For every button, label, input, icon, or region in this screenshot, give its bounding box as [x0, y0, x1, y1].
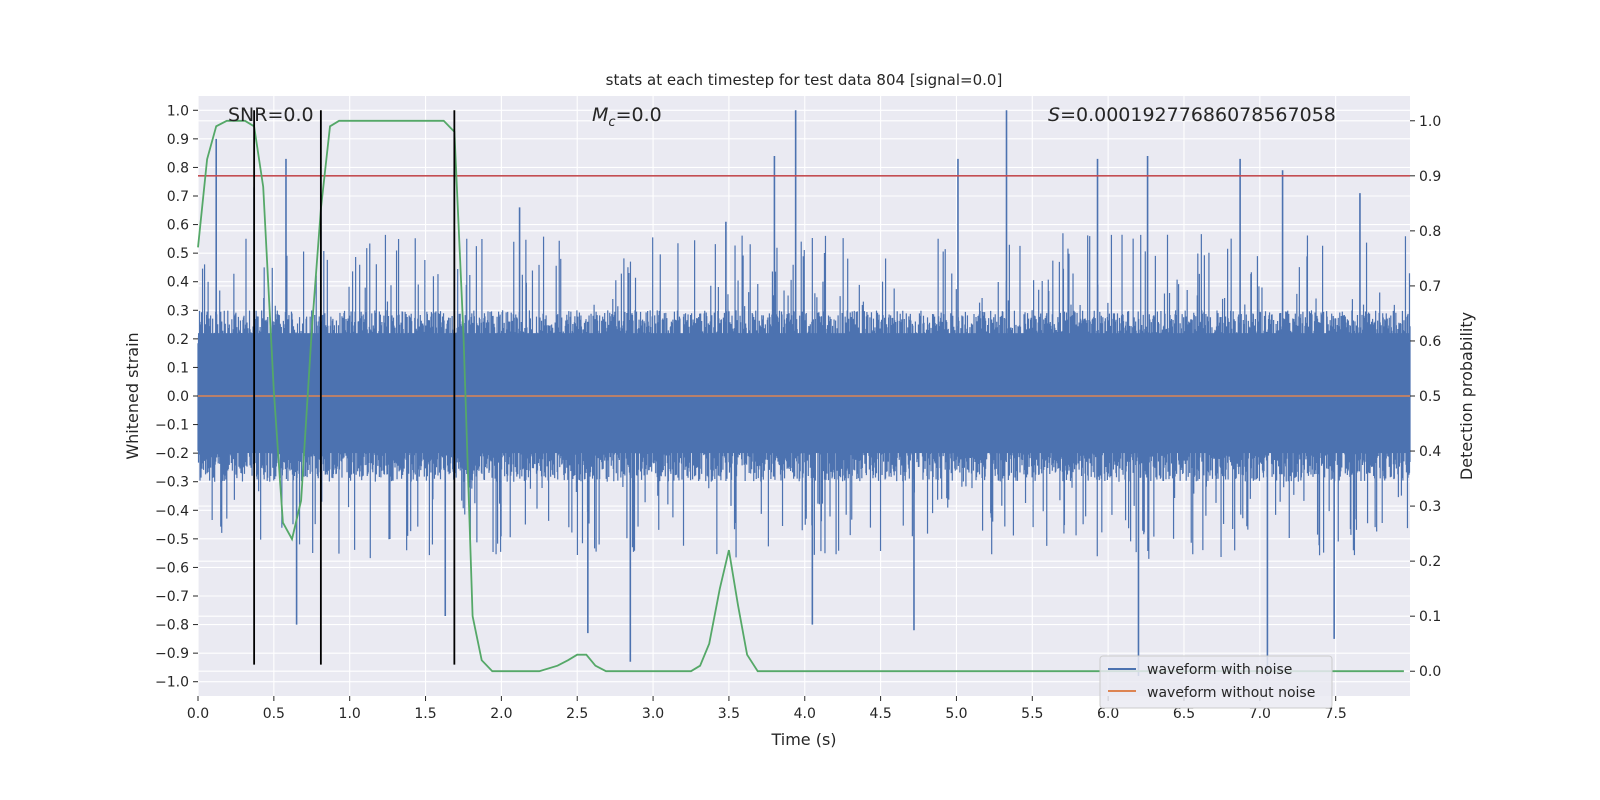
y-left-tick-label: 0.7: [167, 189, 189, 205]
x-axis-ticks: 0.0 0.5 1.0 1.5 2.0 2.5 3.0 3.5 4.0 4.5 5.0 5.5 6.0 6…: [187, 696, 1347, 722]
s-annotation: S=0.00019277686078567058: [1048, 104, 1336, 126]
x-tick-label: 6.5: [1173, 706, 1195, 722]
y-left-tick-label: −0.4: [155, 503, 189, 519]
x-tick-label: 0.0: [187, 706, 209, 722]
x-tick-label: 4.5: [869, 706, 891, 722]
x-tick-label: 1.5: [414, 706, 436, 722]
x-tick-label: 4.0: [794, 706, 816, 722]
y-left-tick-label: −0.1: [155, 418, 189, 434]
x-tick-label: 7.5: [1325, 706, 1347, 722]
x-axis-label: Time (s): [770, 730, 836, 749]
x-tick-label: 2.5: [566, 706, 588, 722]
snr-annotation: SNR=0.0: [228, 104, 314, 126]
x-tick-label: 5.5: [1021, 706, 1043, 722]
y-left-tick-label: −0.7: [155, 589, 189, 605]
s-symbol: S: [1048, 104, 1060, 126]
y-right-tick-label: 0.4: [1419, 444, 1441, 460]
y-right-tick-label: 1.0: [1419, 114, 1441, 130]
chirp-mass-symbol: M: [592, 104, 608, 126]
right-axis-ticks: 1.0 0.9 0.8 0.7 0.6 0.5 0.4 0.3 0.2 0.1 0.0: [1410, 114, 1441, 680]
y-left-tick-label: −0.6: [155, 560, 189, 576]
legend-box: [1099, 655, 1333, 709]
y-left-tick-label: 0.1: [167, 360, 189, 376]
lines: [197, 110, 1410, 673]
chirp-mass-value: =0.0: [616, 104, 662, 126]
chirp-mass-annotation: Mc=0.0: [592, 104, 662, 130]
chirp-mass-subscript: c: [608, 115, 615, 130]
y-right-tick-label: 0.6: [1419, 334, 1441, 350]
y-left-tick-label: 0.4: [167, 275, 189, 291]
y-left-tick-label: 0.6: [167, 218, 189, 234]
annotations: SNR=0.0 Mc=0.0 S=0.00019277686078567058: [228, 104, 1336, 130]
y-left-tick-label: 0.3: [167, 303, 189, 319]
x-tick-label: 3.5: [718, 706, 740, 722]
x-tick-label: 1.0: [339, 706, 361, 722]
x-tick-label: 6.0: [1097, 706, 1119, 722]
x-tick-label: 0.5: [263, 706, 285, 722]
y-right-tick-label: 0.5: [1419, 389, 1441, 405]
legend-label-clean: waveform without noise: [1147, 685, 1315, 701]
chart-title: stats at each timestep for test data 804…: [606, 71, 1003, 89]
y-left-tick-label: 0.9: [167, 132, 189, 148]
y-left-tick-label: −0.8: [155, 618, 189, 634]
y-left-tick-label: −0.2: [155, 446, 189, 462]
right-y-axis-label: Detection probability: [1457, 312, 1476, 480]
y-left-tick-label: −0.3: [155, 475, 189, 491]
y-left-tick-label: 0.8: [167, 160, 189, 176]
detection-probability-line: [197, 119, 1404, 673]
y-left-tick-label: 1.0: [167, 103, 189, 119]
noise-trace: [197, 110, 1411, 676]
x-tick-label: 3.0: [642, 706, 664, 722]
left-y-axis-label: Whitened strain: [123, 332, 142, 459]
x-tick-label: 7.0: [1249, 706, 1271, 722]
y-right-tick-label: 0.8: [1419, 224, 1441, 240]
noise-core-band: [198, 333, 1410, 454]
x-tick-label: 5.0: [945, 706, 967, 722]
y-left-tick-label: 0.2: [167, 332, 189, 348]
y-right-tick-label: 0.0: [1419, 664, 1441, 680]
legend: waveform with noise waveform without noi…: [1099, 655, 1333, 709]
y-right-tick-label: 0.1: [1419, 609, 1441, 625]
y-left-tick-label: 0.5: [167, 246, 189, 262]
y-right-tick-label: 0.9: [1419, 169, 1441, 185]
y-left-tick-label: 0.0: [167, 389, 189, 405]
y-left-tick-label: −1.0: [155, 675, 189, 691]
legend-label-noise: waveform with noise: [1147, 662, 1292, 678]
s-value: =0.00019277686078567058: [1060, 104, 1336, 126]
y-right-tick-label: 0.7: [1419, 279, 1441, 295]
y-left-tick-label: −0.5: [155, 532, 189, 548]
y-left-tick-label: −0.9: [155, 646, 189, 662]
x-tick-label: 2.0: [490, 706, 512, 722]
y-right-tick-label: 0.3: [1419, 499, 1441, 515]
y-right-tick-label: 0.2: [1419, 554, 1441, 570]
left-axis-ticks: 1.0 0.9 0.8 0.7 0.6 0.5 0.4 0.3 0.2 0.1 0.0 −0.1 −0.…: [155, 103, 198, 691]
